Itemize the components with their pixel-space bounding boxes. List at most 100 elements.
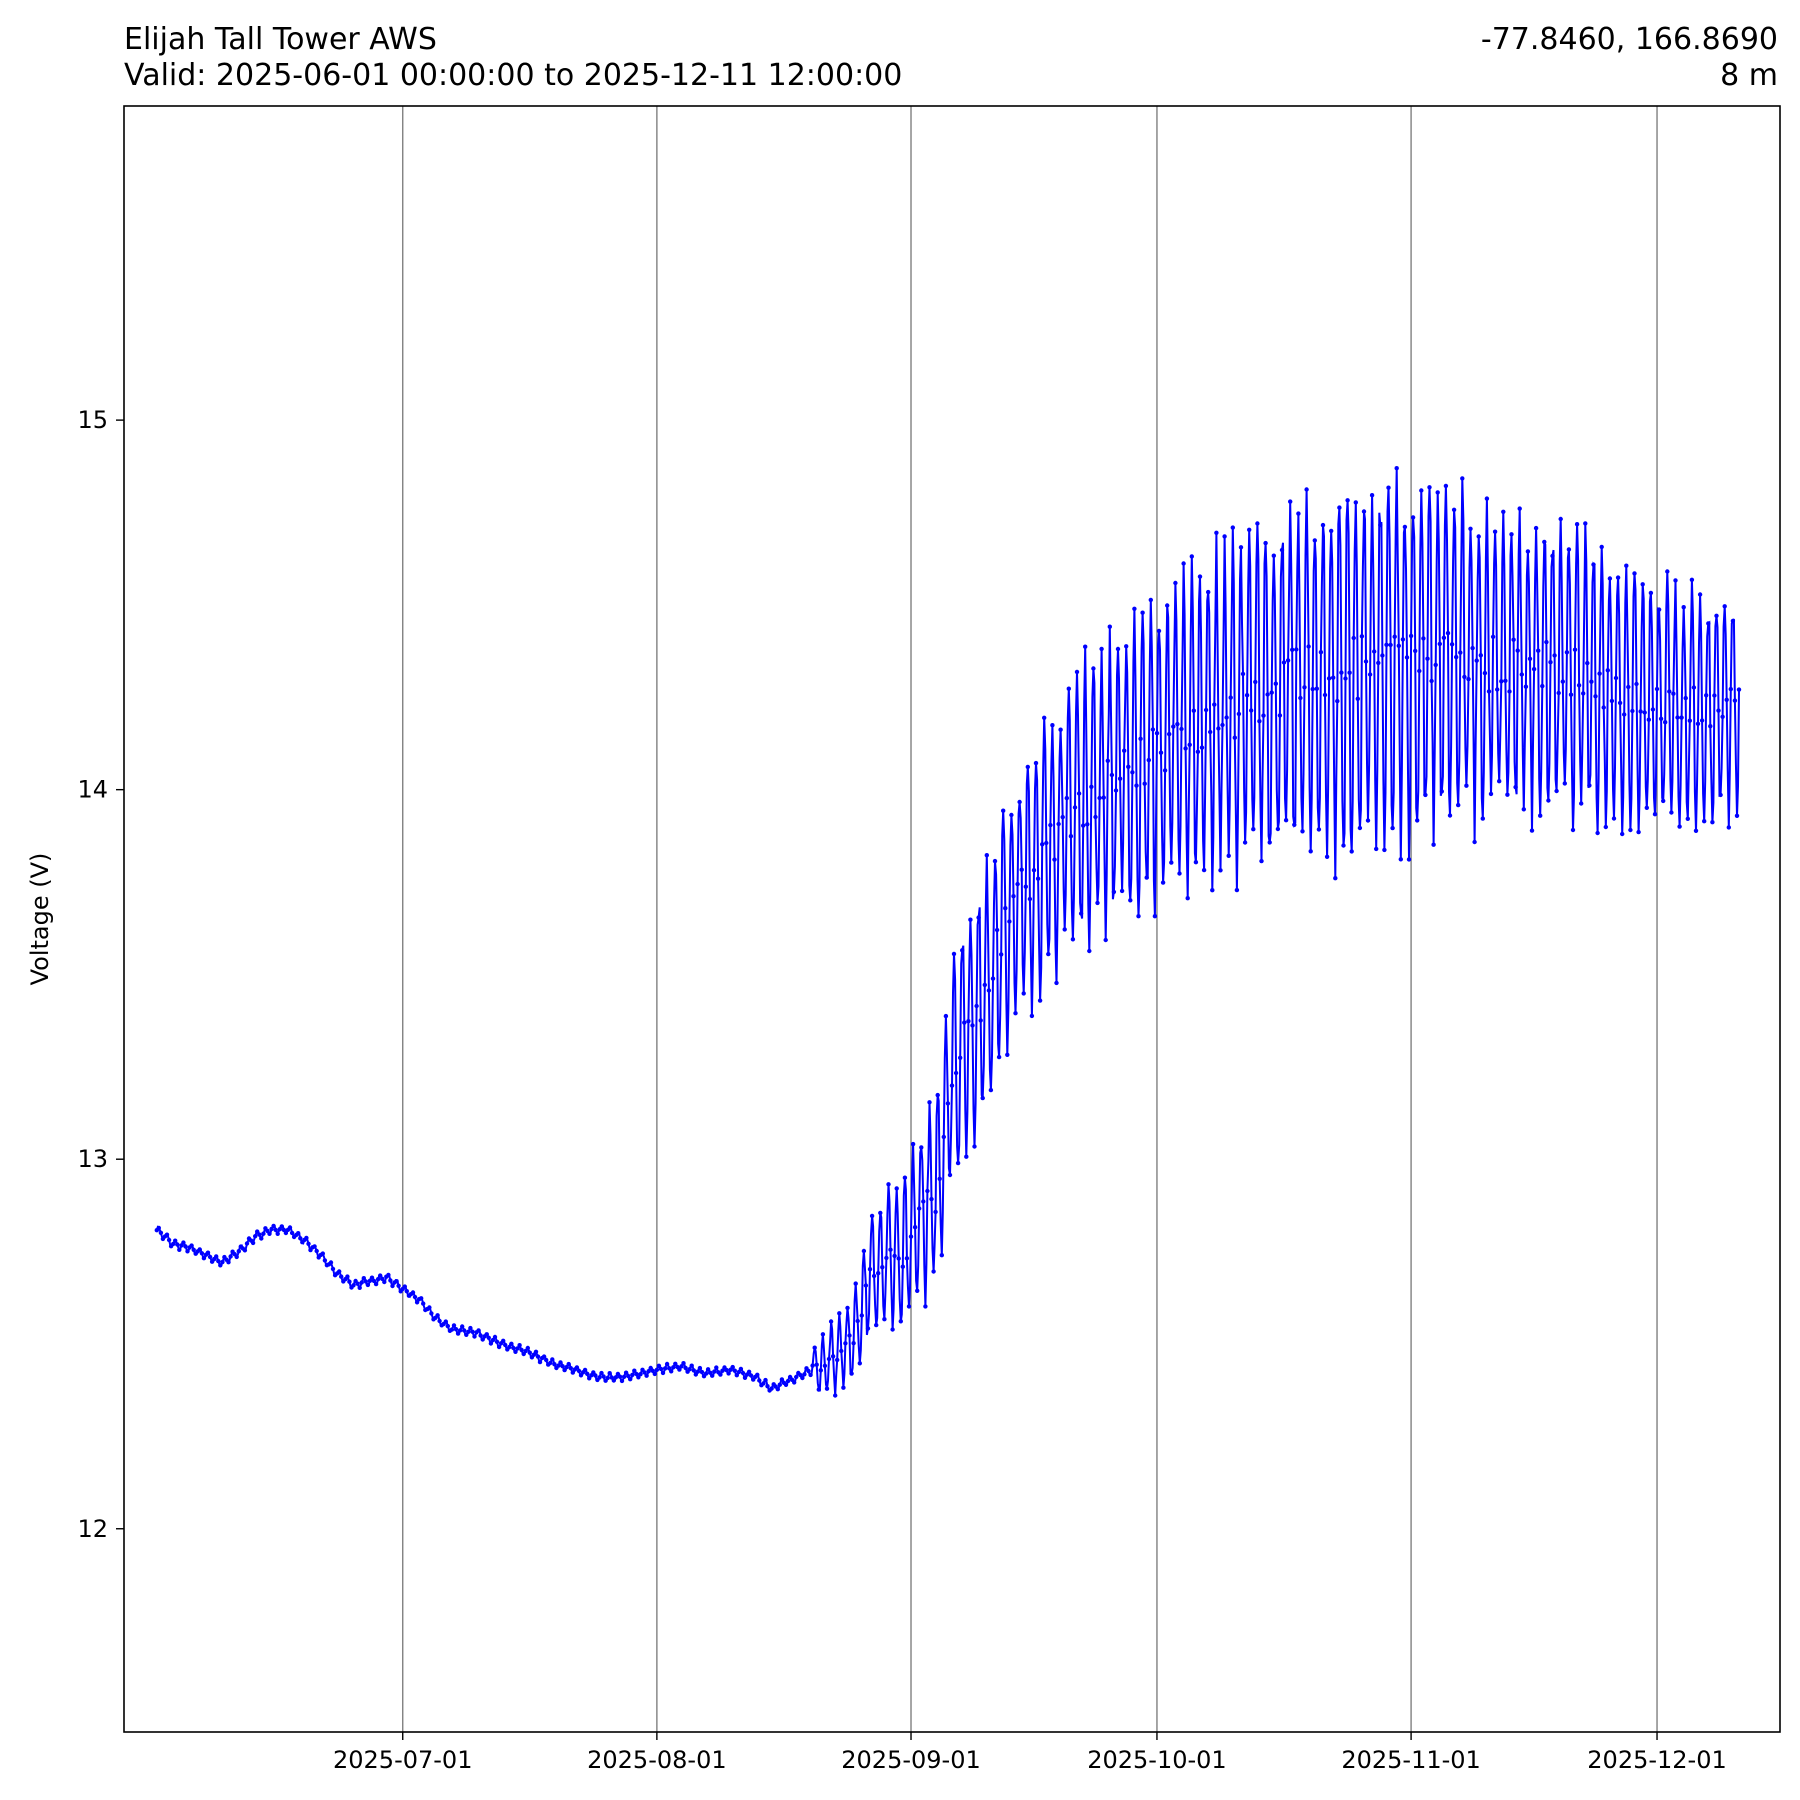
data-point <box>953 1070 959 1076</box>
data-point <box>1599 544 1604 550</box>
data-point <box>449 1327 455 1332</box>
data-point <box>1201 867 1207 873</box>
data-point <box>1685 816 1691 821</box>
data-point <box>1154 731 1160 736</box>
data-point <box>1257 719 1262 724</box>
data-point <box>890 1327 895 1332</box>
data-point <box>921 1199 926 1204</box>
data-point <box>810 1363 815 1368</box>
data-point <box>1392 634 1397 639</box>
data-point <box>1193 860 1199 865</box>
data-point <box>1671 691 1676 696</box>
data-point <box>455 1331 461 1336</box>
data-point <box>1708 724 1713 729</box>
data-point <box>1521 807 1527 812</box>
data-point <box>347 1279 352 1284</box>
data-point <box>853 1281 858 1286</box>
data-point <box>820 1332 826 1337</box>
data-point <box>1720 714 1725 719</box>
data-point <box>1474 658 1479 663</box>
data-point <box>1568 692 1574 697</box>
data-point <box>1441 635 1447 640</box>
data-point <box>1210 888 1215 893</box>
data-point <box>1736 687 1742 692</box>
data-point <box>1548 660 1553 665</box>
data-point <box>1300 829 1305 834</box>
data-point <box>582 1367 588 1373</box>
data-point <box>882 1317 887 1322</box>
data-point <box>656 1363 662 1369</box>
data-point <box>763 1377 768 1383</box>
data-point <box>1648 590 1654 596</box>
data-point <box>634 1371 639 1377</box>
data-point <box>242 1248 248 1253</box>
data-point <box>714 1365 719 1370</box>
data-point <box>1175 721 1180 727</box>
data-point <box>404 1289 409 1294</box>
data-point <box>1492 529 1498 534</box>
data-point <box>619 1378 625 1384</box>
data-point <box>691 1368 696 1373</box>
data-point <box>1253 679 1258 685</box>
data-point <box>189 1243 194 1248</box>
data-point <box>1439 789 1445 794</box>
data-point <box>1378 522 1383 528</box>
data-point <box>1406 857 1412 862</box>
data-point <box>1644 805 1650 810</box>
x-tick-label: 2025-09-01 <box>841 1746 980 1774</box>
data-point <box>1263 540 1268 546</box>
data-point <box>1408 633 1414 639</box>
chart-title: Elijah Tall Tower AWS <box>124 22 437 57</box>
data-point <box>1027 896 1033 902</box>
data-point <box>1562 781 1568 786</box>
data-point <box>1433 662 1438 668</box>
data-point <box>1617 700 1623 706</box>
data-point <box>1249 708 1254 713</box>
data-point <box>1646 717 1652 722</box>
data-point <box>1181 561 1186 566</box>
data-point <box>351 1283 356 1288</box>
data-point <box>396 1283 401 1289</box>
data-point <box>511 1345 516 1351</box>
data-point <box>837 1311 842 1316</box>
data-point <box>1673 578 1678 583</box>
x-tick-label: 2025-12-01 <box>1587 1746 1726 1774</box>
data-point <box>158 1230 164 1236</box>
data-point <box>1076 791 1082 796</box>
data-point <box>1171 724 1176 729</box>
data-point <box>1044 840 1049 846</box>
data-point <box>1062 927 1067 932</box>
data-point <box>757 1378 762 1383</box>
y-tick-label: 15 <box>77 406 108 434</box>
data-point <box>1396 643 1402 648</box>
data-point <box>1519 672 1525 677</box>
data-point <box>177 1247 182 1253</box>
data-point <box>486 1335 491 1341</box>
data-point <box>1480 816 1486 821</box>
data-point <box>925 1188 930 1194</box>
data-point <box>1066 686 1072 691</box>
data-point <box>328 1260 334 1265</box>
data-point <box>1714 613 1719 618</box>
data-point <box>833 1393 838 1398</box>
data-point <box>1042 715 1047 720</box>
data-point <box>1624 563 1629 568</box>
data-point <box>910 1141 916 1147</box>
data-point <box>357 1285 362 1291</box>
data-point <box>1566 547 1572 552</box>
data-point <box>365 1282 371 1288</box>
data-point <box>1435 490 1440 495</box>
data-point <box>1421 636 1426 641</box>
data-point <box>1609 698 1615 704</box>
data-point <box>1593 694 1598 699</box>
data-point <box>652 1371 657 1377</box>
data-point <box>1398 857 1404 862</box>
data-point <box>537 1359 543 1365</box>
data-point <box>156 1225 161 1231</box>
chart-title-block: Elijah Tall Tower AWS Valid: 2025-06-01 … <box>124 22 902 94</box>
data-point <box>869 1213 875 1219</box>
data-point <box>201 1256 207 1261</box>
data-point <box>859 1313 864 1318</box>
data-point <box>402 1284 407 1289</box>
